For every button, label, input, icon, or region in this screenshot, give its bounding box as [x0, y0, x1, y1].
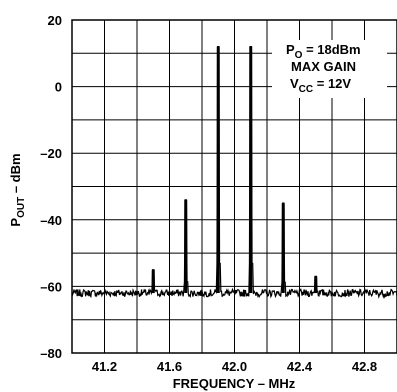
x-axis-label: FREQUENCY – MHz	[173, 376, 296, 391]
y-tick-label: –60	[40, 279, 62, 294]
y-tick-label: 20	[48, 13, 62, 28]
annotation-line-power-rest: = 18dBm	[302, 42, 360, 57]
annotation-line-vcc-rest: = 12V	[313, 76, 351, 91]
y-tick-label: –40	[40, 213, 62, 228]
annotation-background	[272, 40, 387, 98]
y-tick-label: –20	[40, 146, 62, 161]
y-tick-label: 0	[55, 80, 62, 95]
annotation-line-gain: MAX GAIN	[291, 59, 356, 74]
x-tick-label: 42.0	[222, 359, 247, 374]
x-tick-label: 41.6	[157, 359, 182, 374]
x-tick-label: 42.8	[352, 359, 377, 374]
y-axis-label-main: P	[8, 218, 23, 227]
x-tick-label: 41.2	[92, 359, 117, 374]
annotation-line-power-main: P	[286, 42, 295, 57]
spectrum-trace	[71, 46, 397, 299]
annotation-line-power-sub: O	[295, 50, 303, 61]
annotation-line-vcc-sub: CC	[299, 84, 313, 95]
y-axis-label-sub: OUT	[16, 197, 27, 218]
spectrum-line	[71, 46, 397, 299]
x-tick-label: 42.4	[287, 359, 313, 374]
y-axis-label-suffix: – dBm	[8, 153, 23, 196]
y-tick-label: –80	[40, 346, 62, 361]
annotation-block: PO = 18dBm MAX GAIN VCC = 12V	[286, 42, 361, 95]
annotation-line-power: PO = 18dBm	[286, 42, 361, 61]
annotation-line-vcc-main: V	[290, 76, 299, 91]
axis-ticks: 20 0 –20 –40 –60 –80 41.2 41.6 42.0 42.4 42.8	[40, 13, 377, 374]
plot-frame	[71, 19, 397, 354]
y-axis-label: POUT – dBm	[8, 153, 27, 226]
annotation-line-vcc: VCC = 12V	[290, 76, 351, 95]
annotation-line-gain-main: MAX GAIN	[291, 59, 356, 74]
chart-grid	[72, 20, 397, 353]
